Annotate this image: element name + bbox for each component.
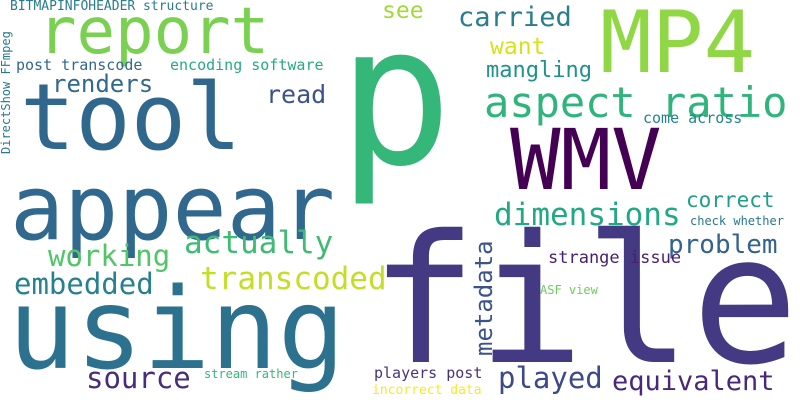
word-read: read (266, 80, 327, 109)
word-come-across: come across (643, 109, 743, 127)
word-metadata: metadata (470, 240, 498, 356)
word-renders: renders (52, 70, 154, 98)
word-see: see (382, 0, 424, 24)
word-stream-rather: stream rather (204, 367, 298, 381)
word-embedded: embedded (14, 267, 154, 301)
word-report: report (38, 0, 270, 69)
word-appear: appear (10, 156, 336, 261)
word-check-whether: check whether (690, 214, 784, 228)
word-want: want (490, 34, 546, 60)
word-asf-view: ASF view (540, 283, 598, 297)
word-file: file (370, 197, 799, 400)
word-bitmapinfoheader-structure: BITMAPINFOHEADER structure (10, 0, 214, 14)
word-tool: tool (20, 64, 242, 171)
word-carried: carried (458, 2, 572, 33)
word-encoding-software: encoding software (170, 56, 324, 74)
word-strange-issue: strange issue (548, 248, 682, 268)
word-correct: correct (686, 188, 775, 212)
word-wmv: WMV (510, 111, 662, 209)
word-actually: actually (184, 225, 334, 261)
word-equivalent: equivalent (612, 366, 775, 397)
word-p: p (338, 0, 453, 210)
word-problem: problem (668, 230, 778, 260)
word-dimensions: dimensions (494, 197, 681, 233)
word-aspect-ratio: aspect ratio (484, 78, 788, 127)
word-transcoded: transcoded (200, 261, 387, 297)
word-mp4: MP4 (600, 0, 756, 93)
word-using: using (8, 265, 346, 395)
word-incorrect-data: incorrect data (372, 383, 482, 398)
word-players-post: players post (374, 364, 483, 382)
word-post-transcode: post transcode (16, 56, 143, 74)
word-played: played (498, 361, 603, 395)
word-source: source (86, 361, 191, 395)
word-directshow-ffmpeg: DirectShow FFmpeg (0, 31, 13, 154)
word-working: working (48, 239, 171, 273)
word-mangling: mangling (486, 58, 592, 83)
